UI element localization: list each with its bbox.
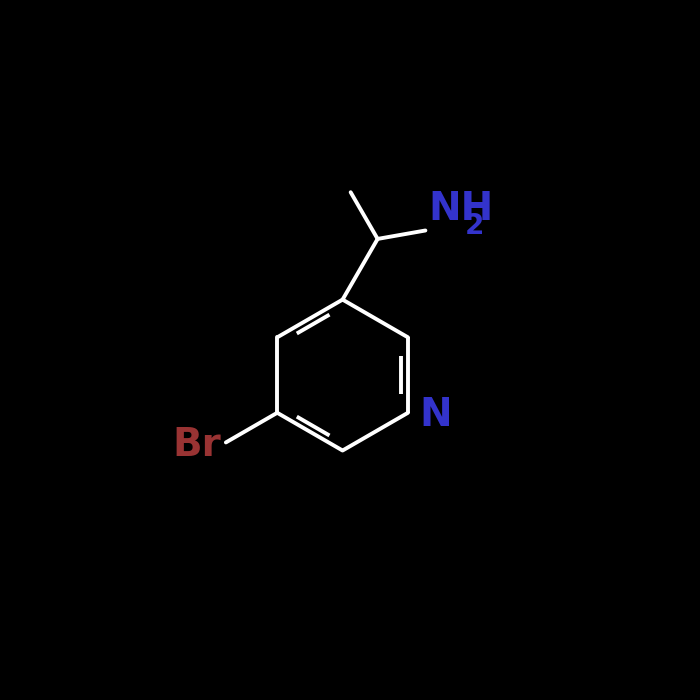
Text: Br: Br: [173, 426, 222, 464]
Text: N: N: [420, 396, 452, 435]
Text: 2: 2: [465, 211, 484, 239]
Text: NH: NH: [428, 190, 493, 228]
